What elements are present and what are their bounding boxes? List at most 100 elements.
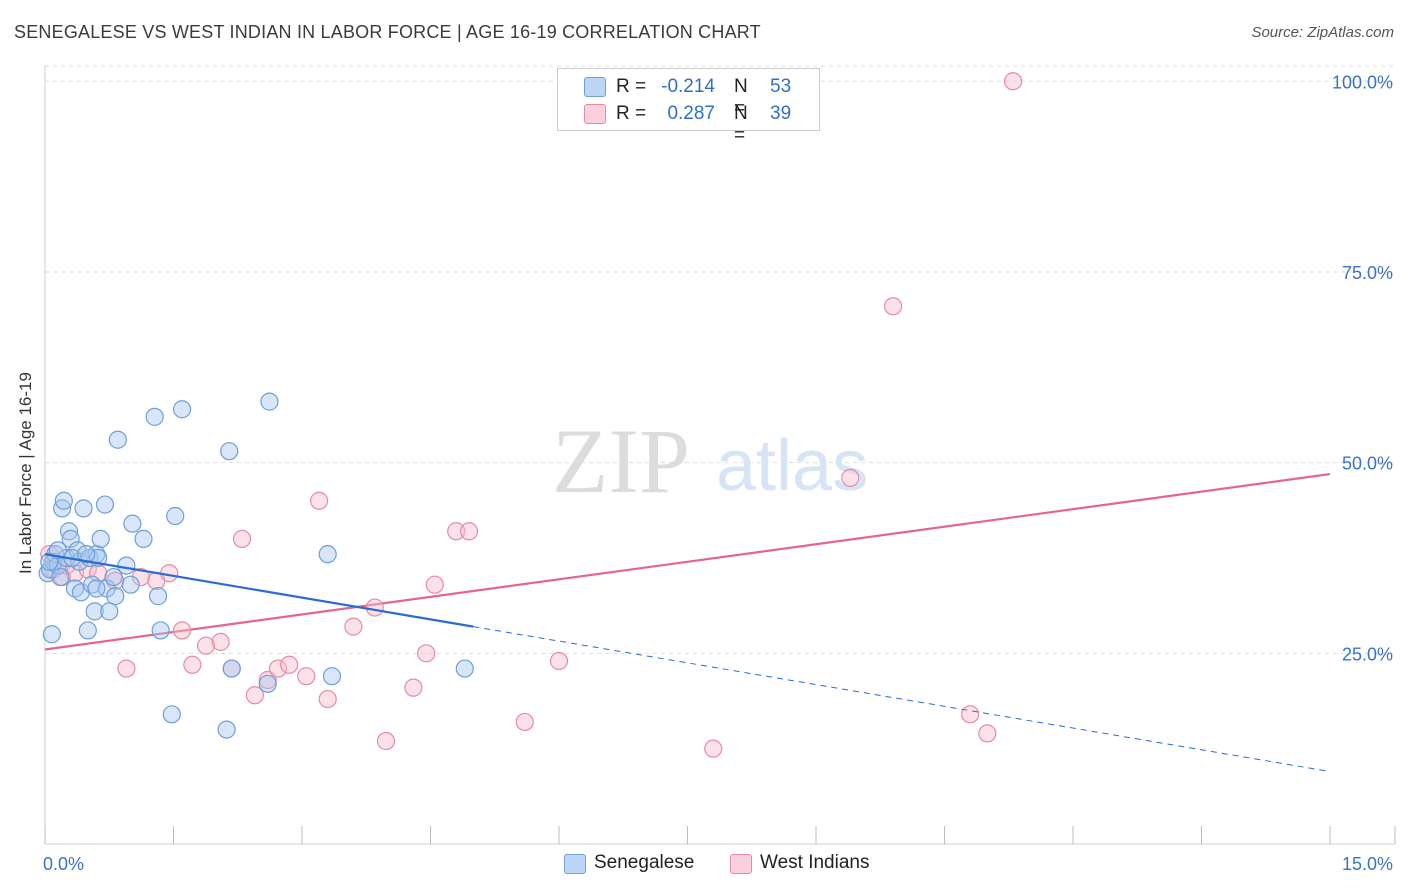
data-point-senegalese [322, 667, 342, 686]
y-tick-label: 50.0% [1342, 454, 1393, 474]
trend-west-indians [44, 472, 1331, 651]
data-point-senegalese [123, 514, 142, 533]
data-point-west-indians [245, 686, 264, 705]
legend-r-value: -0.214 [661, 76, 715, 97]
data-point-west-indians [447, 522, 466, 541]
legend-label-senegalese: Senegalese [594, 852, 695, 873]
data-point-west-indians [89, 564, 108, 583]
data-point-senegalese [151, 621, 170, 640]
data-point-west-indians [376, 731, 396, 751]
legend-swatch-blue [564, 854, 586, 874]
data-point-senegalese [61, 529, 80, 549]
source-label: Source: ZipAtlas.com [1251, 24, 1394, 41]
data-point-senegalese [95, 495, 115, 514]
data-point-west-indians [183, 655, 202, 674]
data-point-west-indians [310, 491, 329, 510]
data-point-west-indians [883, 297, 903, 316]
series-legend: Senegalese West Indians [0, 852, 1406, 878]
data-point-senegalese [217, 720, 236, 739]
watermark: ZIP atlas [552, 410, 868, 512]
axes [44, 66, 1396, 845]
x-tick-label: 0.0% [43, 854, 84, 874]
x-tick-labels: 0.0% 15.0% [43, 854, 1393, 874]
data-point-west-indians [280, 655, 299, 674]
data-point-west-indians [117, 659, 136, 678]
points-west-indians [40, 72, 1023, 758]
data-point-senegalese [51, 567, 70, 587]
data-point-senegalese [145, 407, 164, 426]
data-point-senegalese [91, 529, 110, 549]
data-point-senegalese [59, 522, 79, 541]
data-point-senegalese [134, 529, 153, 549]
data-point-west-indians [232, 529, 252, 549]
data-point-senegalese [260, 392, 279, 411]
data-point-west-indians [404, 678, 423, 697]
correlation-legend: R = -0.214 N = 53 R = 0.287 N = 39 [557, 68, 820, 146]
gridlines [45, 65, 1395, 654]
data-point-west-indians [1003, 72, 1023, 91]
trend-line-senegalese-extension [473, 626, 1331, 773]
data-point-west-indians [258, 670, 277, 690]
data-point-senegalese [100, 602, 119, 621]
legend-n-label: N = [734, 76, 748, 119]
legend-n-value: 39 [770, 103, 792, 124]
data-point-senegalese [117, 556, 136, 575]
y-tick-label: 100.0% [1332, 72, 1393, 92]
data-point-west-indians [297, 667, 316, 686]
legend-label-west-indians: West Indians [760, 852, 870, 873]
y-tick-label: 25.0% [1342, 644, 1393, 664]
data-point-west-indians [704, 739, 723, 758]
chart-title: SENEGALESE VS WEST INDIAN IN LABOR FORCE… [14, 22, 761, 42]
data-point-west-indians [211, 632, 230, 651]
data-point-senegalese [166, 506, 185, 526]
watermark-atlas: atlas [716, 426, 868, 506]
trend-line-senegalese [44, 553, 474, 628]
y-tick-labels: 25.0% 50.0% 75.0% 100.0% [1332, 72, 1393, 664]
data-point-west-indians [459, 522, 479, 541]
data-point-west-indians [365, 598, 384, 617]
data-point-west-indians [344, 617, 363, 636]
data-point-senegalese [104, 567, 123, 587]
points-senegalese [38, 392, 474, 739]
data-point-senegalese [148, 587, 168, 606]
data-point-senegalese [220, 442, 239, 461]
data-point-west-indians [172, 621, 192, 640]
trend-line-west-indians [44, 472, 1331, 651]
data-point-senegalese [53, 499, 72, 518]
data-point-senegalese [121, 575, 140, 594]
legend-swatch-pink [584, 104, 606, 124]
legend-r-label: R = [616, 103, 647, 124]
data-point-senegalese [85, 602, 104, 621]
data-point-west-indians [318, 689, 337, 709]
data-point-senegalese [42, 625, 61, 644]
data-point-senegalese [172, 400, 192, 419]
data-point-senegalese [77, 545, 96, 564]
data-point-west-indians [417, 644, 436, 663]
data-point-west-indians [978, 724, 997, 743]
data-point-senegalese [318, 545, 337, 564]
legend-r-value: 0.287 [667, 103, 715, 124]
data-point-west-indians [841, 468, 860, 487]
data-point-senegalese [455, 659, 474, 678]
data-point-senegalese [54, 491, 73, 510]
data-point-senegalese [108, 430, 127, 449]
data-point-senegalese [74, 499, 93, 518]
legend-n-label: N = [734, 103, 748, 146]
data-point-senegalese [222, 659, 241, 678]
data-point-west-indians [268, 659, 288, 678]
data-point-west-indians [196, 636, 216, 655]
y-tick-label: 75.0% [1342, 263, 1393, 283]
data-point-senegalese [78, 621, 97, 640]
legend-swatch-pink [730, 854, 752, 874]
data-point-west-indians [515, 712, 534, 732]
trend-senegalese [44, 553, 1331, 773]
legend-n-value: 53 [770, 76, 792, 97]
data-point-senegalese [106, 587, 125, 606]
legend-swatch-blue [584, 77, 606, 97]
watermark-zip: ZIP [552, 410, 690, 512]
x-tick-label: 15.0% [1342, 854, 1393, 874]
data-point-senegalese [87, 579, 106, 598]
data-point-west-indians [131, 567, 151, 587]
data-point-west-indians [961, 705, 980, 724]
